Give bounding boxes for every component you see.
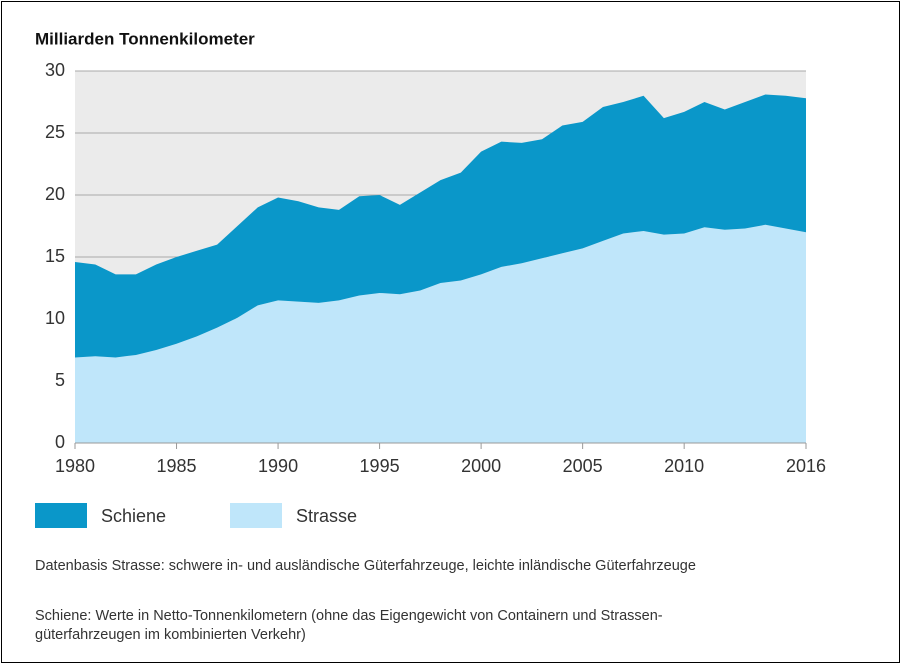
legend-swatch [35, 503, 87, 528]
area [75, 224, 806, 443]
legend-swatch [230, 503, 282, 528]
y-tick-label: 15 [45, 246, 65, 266]
y-tick-label: 30 [45, 60, 65, 80]
y-tick-label: 0 [55, 432, 65, 452]
y-tick-label: 5 [55, 370, 65, 390]
y-tick-label: 25 [45, 122, 65, 142]
y-tick-label: 20 [45, 184, 65, 204]
x-tick-label: 2000 [461, 456, 501, 476]
chart: Milliarden Tonnenkilometer 0 5 10 15 20 25 30 1… [35, 29, 826, 528]
note: Schiene: Werte in Netto-Tonnenkilometern… [35, 608, 663, 643]
x-tick-label: 1990 [258, 456, 298, 476]
chart-title: Milliarden Tonnenkilometer [35, 29, 255, 48]
legend-label: Schiene [101, 506, 166, 526]
legend-label: Strasse [296, 506, 357, 526]
x-tick-label: 2010 [664, 456, 704, 476]
x-tick-label: 1995 [360, 456, 400, 476]
y-tick-label: 10 [45, 308, 65, 328]
x-tick-label: 1985 [157, 456, 197, 476]
x-tick-label: 2005 [563, 456, 603, 476]
x-tick-label: 2016 [786, 456, 826, 476]
note: Datenbasis Strasse: schwere in- und ausl… [35, 558, 696, 574]
area [75, 94, 806, 358]
x-tick-label: 1980 [55, 456, 95, 476]
